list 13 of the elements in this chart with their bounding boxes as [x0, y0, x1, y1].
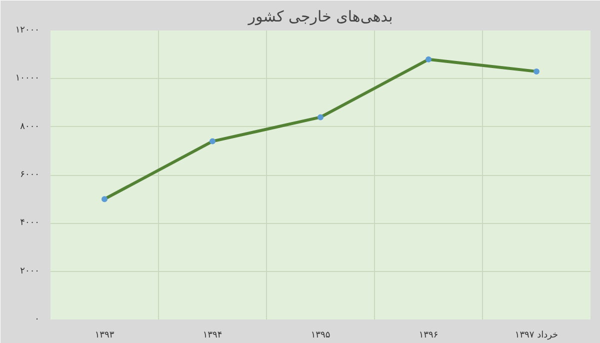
x-tick-label: ۱۳۹۴	[202, 330, 222, 340]
y-tick-label: ۱۰۰۰۰	[15, 74, 40, 84]
x-tick-label: خرداد ۱۳۹۷	[514, 330, 558, 340]
y-tick-label: ۸۰۰۰	[20, 122, 40, 132]
y-tick-label: ۲۰۰۰	[20, 266, 40, 276]
x-tick-label: ۱۳۹۳	[94, 330, 114, 340]
y-tick-label: ۱۲۰۰۰	[15, 26, 40, 36]
y-tick-label: ۰	[34, 314, 40, 324]
y-tick-label: ۶۰۰۰	[20, 170, 40, 180]
x-tick-label: ۱۳۹۵	[310, 330, 330, 340]
chart-title: بدهی‌های خارجی کشور	[247, 8, 393, 26]
x-tick-label: ۱۳۹۶	[418, 330, 438, 340]
y-tick-label: ۴۰۰۰	[20, 218, 40, 228]
